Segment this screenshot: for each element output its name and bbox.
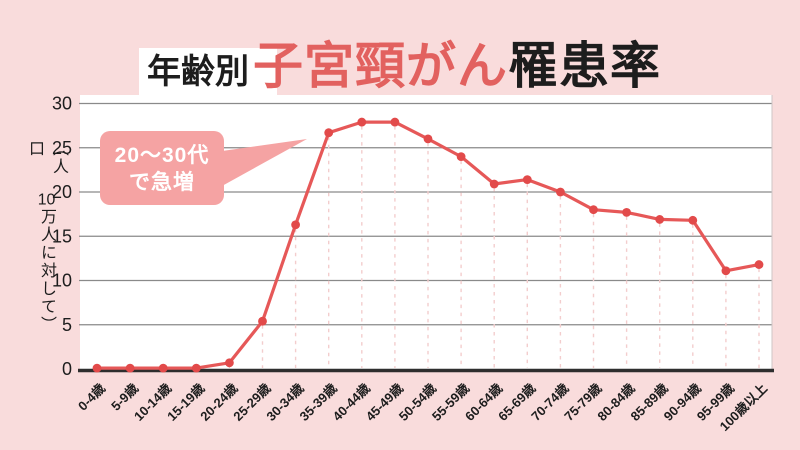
data-point: [622, 207, 631, 217]
data-point: [589, 205, 598, 215]
y-tick-label: 0: [62, 359, 72, 379]
data-point: [456, 152, 466, 162]
data-point: [556, 187, 565, 197]
y-axis-title: （人口 10 万人に対して）: [22, 140, 70, 335]
chart-title: 年齢別子宮頸がん罹患率: [0, 26, 800, 99]
title-prefix: 年齢別: [139, 48, 277, 99]
data-point: [489, 179, 499, 189]
y-axis-title-number: 10: [37, 192, 56, 209]
y-tick-label: 30: [52, 94, 72, 114]
data-point: [721, 266, 731, 276]
data-point: [225, 358, 234, 368]
data-point: [291, 220, 300, 230]
y-tick-label: 25: [52, 138, 72, 158]
data-point: [423, 134, 433, 144]
title-emphasis: 子宮頸がん: [253, 38, 508, 94]
data-point: [655, 215, 665, 224]
annotation-line1: 20～30代: [114, 144, 210, 167]
annotation-line2: で急増: [129, 171, 195, 194]
data-point: [125, 363, 135, 373]
data-point: [258, 316, 267, 326]
x-tick-label: 0-4歳: [75, 381, 108, 414]
title-suffix: 罹患率: [508, 38, 661, 94]
data-point: [522, 175, 532, 185]
data-point: [158, 363, 168, 373]
annotation-pointer: [222, 139, 307, 186]
data-point: [390, 117, 400, 127]
data-point: [357, 117, 367, 127]
data-point: [324, 128, 334, 138]
data-point: [754, 260, 764, 269]
y-axis-title-part2: 万人に対して）: [38, 208, 55, 335]
y-tick-label: 10: [52, 271, 72, 291]
y-tick-label: 15: [52, 226, 72, 246]
y-axis-title-part1: （人口: [26, 140, 67, 176]
data-point: [92, 363, 102, 373]
data-point: [191, 363, 201, 373]
data-point: [688, 215, 698, 225]
y-tick-label: 20: [52, 182, 72, 202]
y-tick-label: 5: [62, 315, 72, 335]
annotation-callout: 20～30代 で急増: [100, 131, 224, 205]
